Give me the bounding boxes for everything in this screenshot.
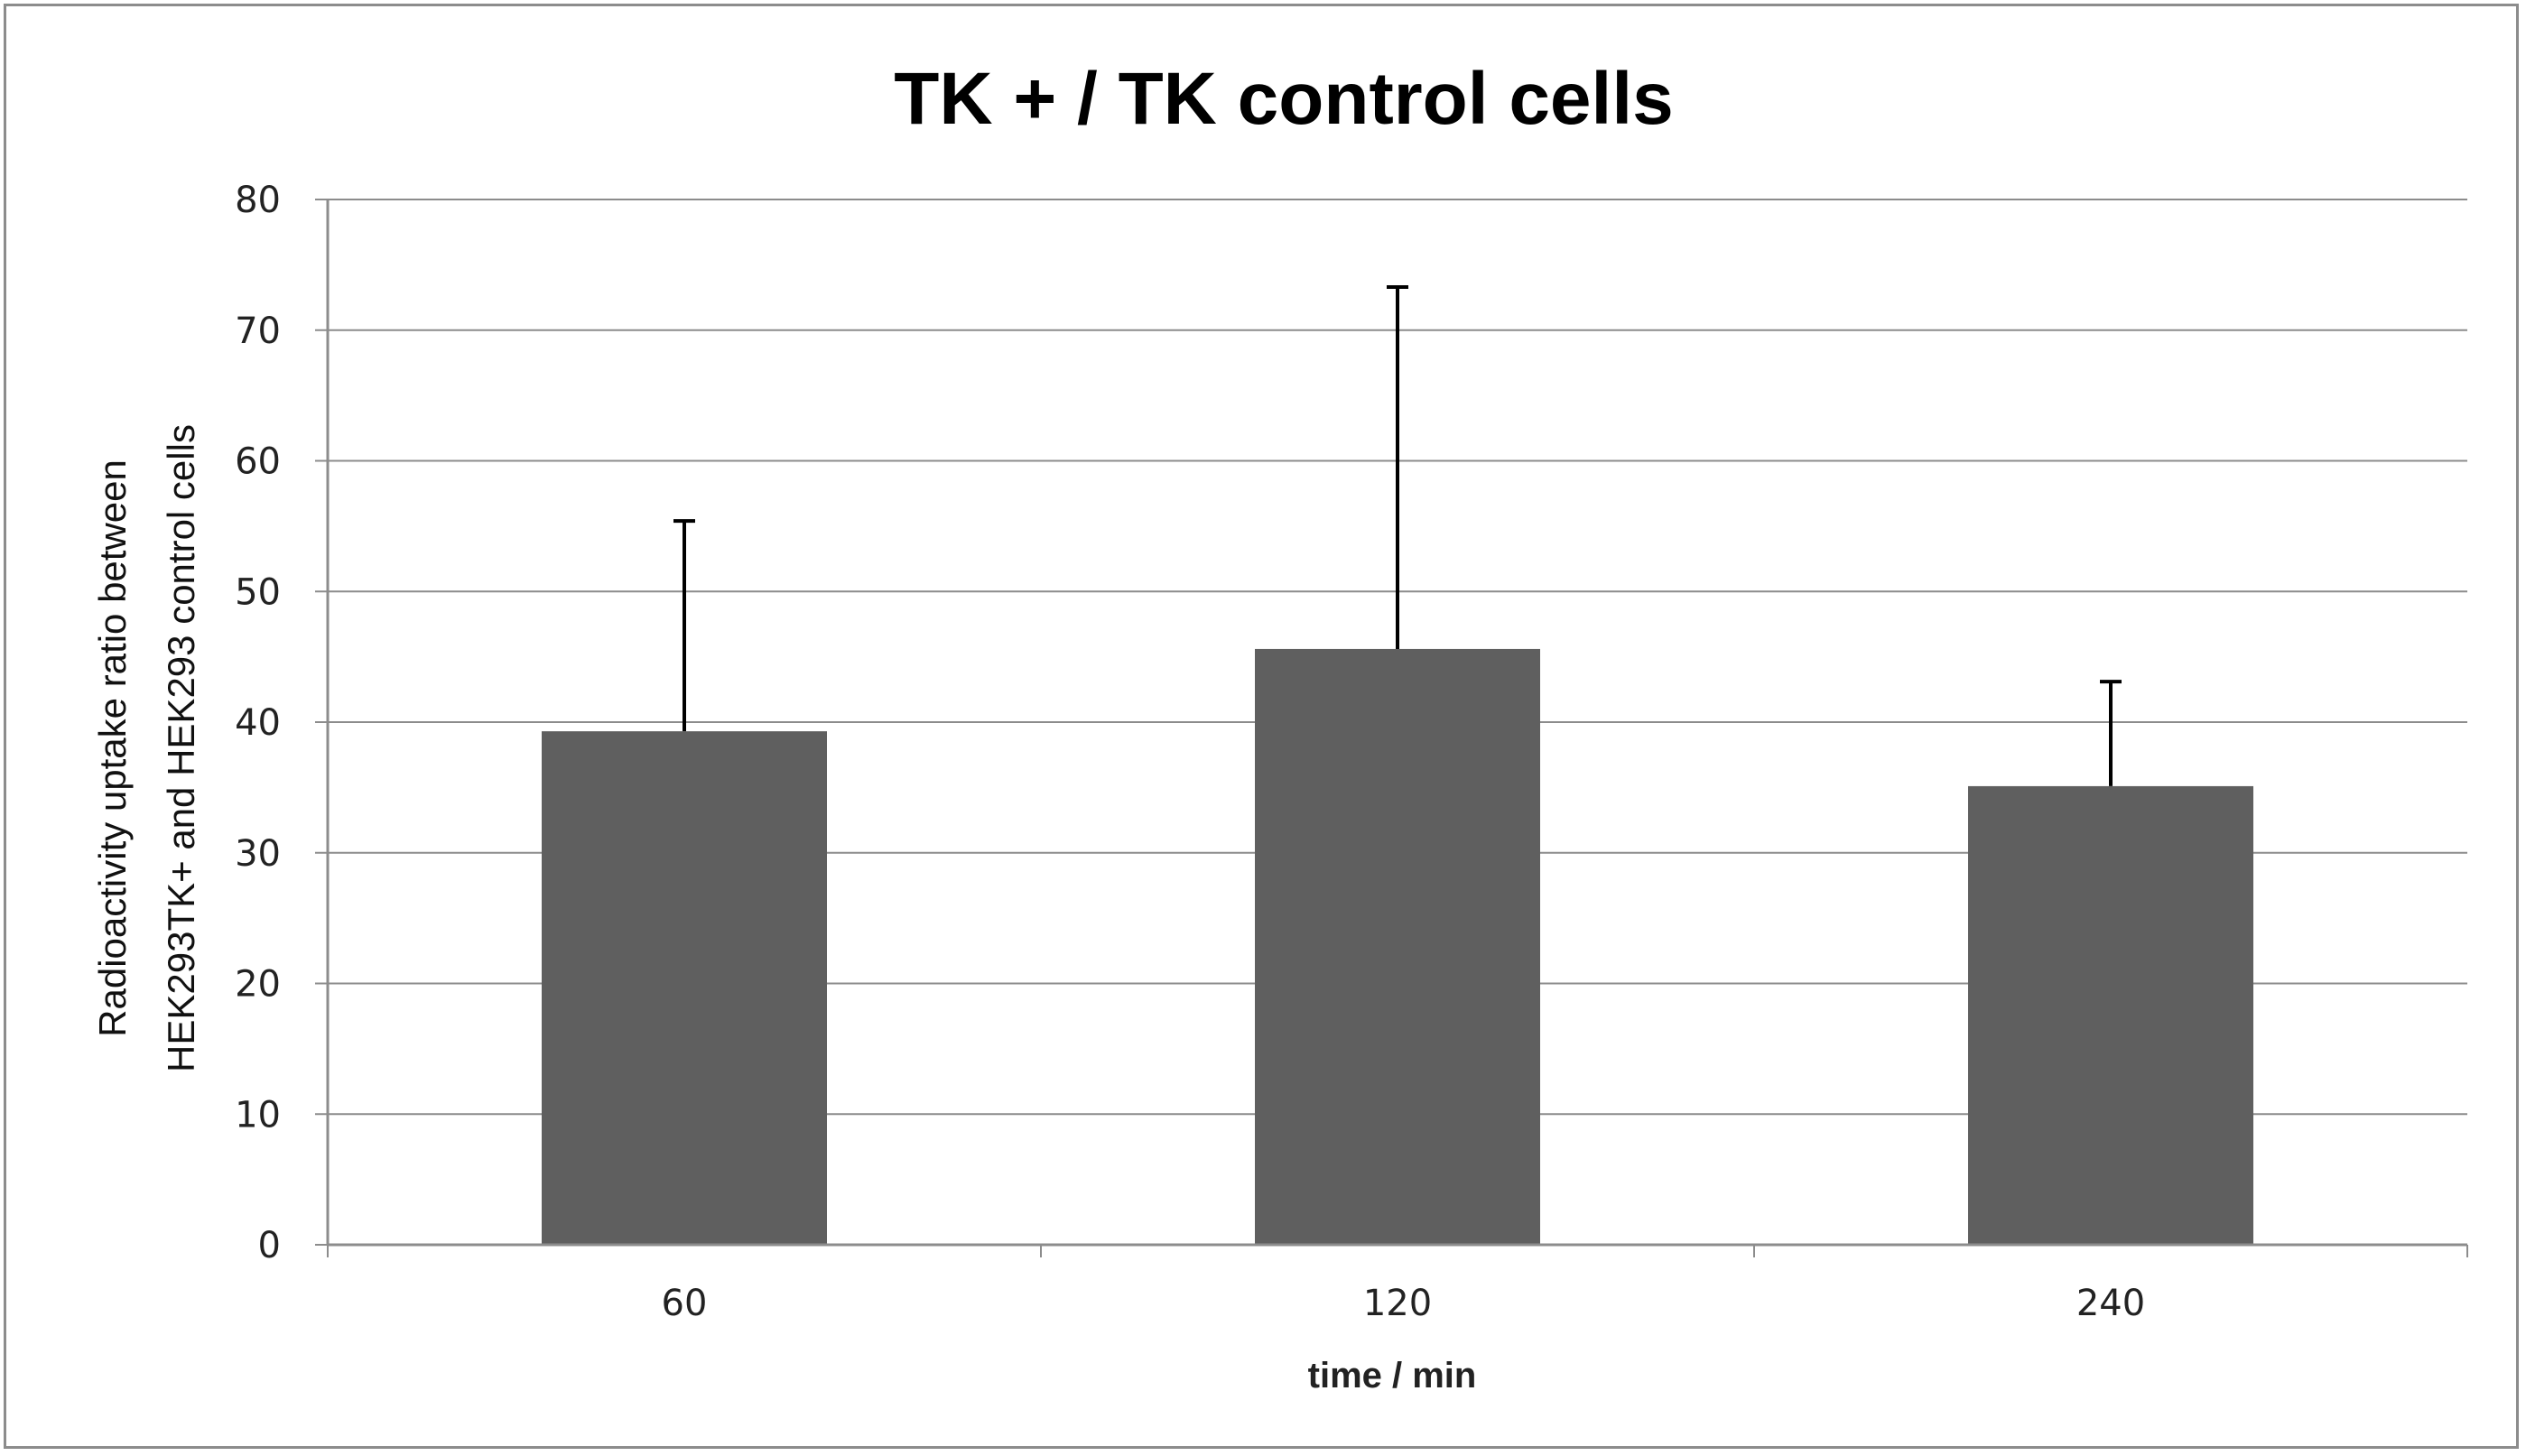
- y-tick-label-80: 80: [235, 180, 281, 221]
- chart-frame: TK + / TK control cells 0 10 20 30 40 50 60 70 8…: [4, 4, 2519, 1449]
- x-tick-label-120: 120: [1363, 1283, 1432, 1324]
- bars: [542, 648, 2253, 1245]
- error-bars: [673, 284, 2122, 786]
- x-tick-label-60: 60: [662, 1283, 708, 1324]
- chart-svg: TK + / TK control cells 0 10 20 30 40 50 60 70 8…: [91, 58, 2468, 1396]
- x-tick-label-240: 240: [2076, 1283, 2145, 1324]
- bar-240: [1968, 785, 2253, 1245]
- bar-60: [542, 731, 827, 1245]
- y-tick-label-70: 70: [235, 311, 281, 352]
- y-axis-title-line-1: Radioactivity uptake ratio between: [91, 459, 134, 1037]
- y-tick-label-0: 0: [258, 1225, 281, 1266]
- y-axis-title: Radioactivity uptake ratio between HEK29…: [91, 424, 202, 1072]
- y-tick-labels: 0 10 20 30 40 50 60 70 80: [235, 180, 281, 1266]
- y-tick-label-20: 20: [235, 964, 281, 1006]
- y-tick-label-40: 40: [235, 702, 281, 744]
- y-axis-title-line-2: HEK293TK+ and HEK293 control cells: [160, 424, 202, 1072]
- y-tick-label-30: 30: [235, 833, 281, 875]
- y-tick-label-60: 60: [235, 441, 281, 483]
- x-axis-title: time / min: [1308, 1356, 1477, 1396]
- bar-120: [1255, 648, 1540, 1245]
- y-tick-label-50: 50: [235, 571, 281, 613]
- y-tick-label-10: 10: [235, 1094, 281, 1136]
- x-tick-labels: 60 120 240: [662, 1283, 2146, 1324]
- chart-title: TK + / TK control cells: [894, 58, 1673, 140]
